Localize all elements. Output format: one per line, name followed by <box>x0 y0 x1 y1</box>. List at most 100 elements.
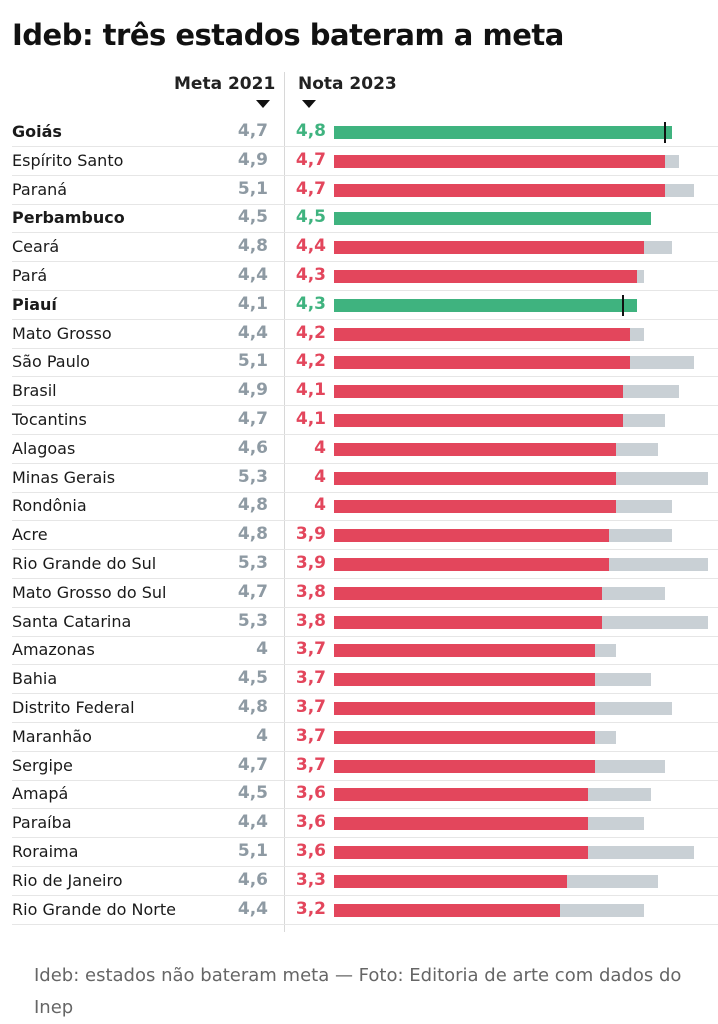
nota-bar <box>334 154 666 168</box>
meta-value-label: 4,7 <box>237 121 268 141</box>
nota-bar <box>334 759 595 773</box>
meta-value-label: 4,5 <box>237 668 268 689</box>
nota-bar <box>334 442 616 456</box>
nota-value-label: 3,7 <box>295 668 326 689</box>
nota-bar <box>334 327 631 341</box>
row-separator <box>12 578 718 579</box>
state-label: Amapá <box>12 784 69 804</box>
nota-value-label: 4,2 <box>295 322 326 343</box>
row-separator <box>12 174 718 176</box>
row-separator <box>12 290 718 291</box>
chart-row: Rio de Janeiro 4,6 3,3 <box>0 867 718 896</box>
state-label: São Paulo <box>12 352 90 372</box>
nota-2023-header: Nota 2023 <box>298 74 397 94</box>
meta-value-label: 4,7 <box>237 581 268 602</box>
row-separator <box>12 347 718 349</box>
meta-value-label: 4,9 <box>237 380 268 401</box>
meta-header-arrow-icon <box>256 100 270 108</box>
nota-value-label: 3,7 <box>295 697 326 717</box>
nota-bar <box>334 471 616 485</box>
state-label: Tocantins <box>12 410 87 429</box>
nota-value-label: 3,8 <box>295 610 326 631</box>
meta-value-label: 4 <box>256 725 268 746</box>
state-label: Goiás <box>12 122 62 141</box>
chart-row: Rio Grande do Norte 4,4 3,2 <box>0 896 718 925</box>
meta-value-label: 4,1 <box>237 293 268 314</box>
row-separator <box>12 722 718 723</box>
nota-bar <box>334 298 638 312</box>
meta-value-label: 4,6 <box>237 869 268 890</box>
row-separator <box>12 405 718 407</box>
state-label: Perbambuco <box>12 208 125 228</box>
row-separator <box>12 232 718 234</box>
nota-bar <box>334 586 602 600</box>
state-label: Minas Gerais <box>12 467 116 487</box>
meta-value-label: 4,8 <box>237 524 268 545</box>
nota-value-label: 3,6 <box>295 783 326 804</box>
nota-value-label: 3,7 <box>295 639 326 660</box>
state-label: Paraná <box>12 179 68 199</box>
chart-title: Ideb: três estados bateram a meta <box>12 18 564 52</box>
nota-bar <box>334 730 595 744</box>
photo-caption: Ideb: estados não bateram meta — Foto: E… <box>34 965 682 1018</box>
nota-value-label: 4,1 <box>295 409 326 429</box>
meta-value-label: 4,8 <box>237 495 268 516</box>
nota-header-arrow-icon <box>302 100 316 108</box>
chart-row: Minas Gerais 5,3 4 <box>0 464 718 493</box>
meta-value-label: 4,6 <box>237 437 268 458</box>
row-separator <box>12 894 718 896</box>
state-label: Rio Grande do Sul <box>12 554 157 573</box>
nota-bar <box>334 788 588 802</box>
row-separator <box>12 146 718 147</box>
nota-value-label: 4 <box>314 437 326 458</box>
chart-row: Piauí 4,1 4,3 <box>0 291 718 320</box>
row-separator <box>12 318 718 320</box>
chart-row: Maranhão 4 3,7 <box>0 723 718 752</box>
nota-value-label: 4,7 <box>295 178 326 199</box>
nota-value-label: 4,3 <box>295 293 326 314</box>
meta-value-label: 4,8 <box>237 697 268 717</box>
meta-value-label: 4,9 <box>237 149 268 170</box>
state-label: Mato Grosso <box>12 323 112 343</box>
row-separator <box>12 203 718 205</box>
chart-row: Amazonas 4 3,7 <box>0 636 718 666</box>
nota-bar <box>334 529 609 543</box>
meta-value-label: 5,1 <box>237 178 268 199</box>
state-label: Roraima <box>12 842 79 861</box>
chart-row: Perbambuco 4,5 4,5 <box>0 204 718 234</box>
nota-bar <box>334 817 588 831</box>
nota-bar <box>334 558 609 571</box>
chart-row: Distrito Federal 4,8 3,7 <box>0 694 718 723</box>
nota-value-label: 4,1 <box>295 380 326 401</box>
state-label: Amazonas <box>12 640 95 660</box>
state-label: Pará <box>12 266 48 285</box>
meta-value-label: 5,3 <box>237 553 268 573</box>
row-separator <box>12 376 718 378</box>
chart-row: Sergipe 4,7 3,7 <box>0 752 718 781</box>
state-label: Rio Grande do Norte <box>12 899 176 919</box>
nota-bar <box>334 644 595 658</box>
meta-value-label: 5,1 <box>237 351 268 372</box>
row-separator <box>12 549 718 551</box>
row-separator <box>12 606 718 608</box>
chart-row: Acre 4,8 3,9 <box>0 521 718 551</box>
nota-value-label: 3,9 <box>295 524 326 545</box>
state-label: Sergipe <box>12 755 73 775</box>
nota-bar <box>334 615 602 629</box>
nota-bar <box>334 500 616 514</box>
chart-row: Amapá 4,5 3,6 <box>0 780 718 810</box>
meta-value-label: 4 <box>256 639 268 660</box>
state-label: Rondônia <box>12 496 87 516</box>
row-separator <box>12 779 718 781</box>
chart-row: Mato Grosso do Sul 4,7 3,8 <box>0 579 718 608</box>
nota-bar <box>334 673 595 687</box>
nota-value-label: 3,2 <box>295 898 326 919</box>
chart-row: Mato Grosso 4,4 4,2 <box>0 320 718 349</box>
nota-value-label: 3,3 <box>295 869 326 890</box>
nota-value-label: 4,5 <box>295 207 326 228</box>
chart-row: Pará 4,4 4,3 <box>0 262 718 291</box>
nota-value-label: 3,7 <box>295 754 326 775</box>
meta-value-label: 4,5 <box>237 783 268 804</box>
goal-marker <box>664 122 667 143</box>
nota-value-label: 4,2 <box>295 351 326 372</box>
